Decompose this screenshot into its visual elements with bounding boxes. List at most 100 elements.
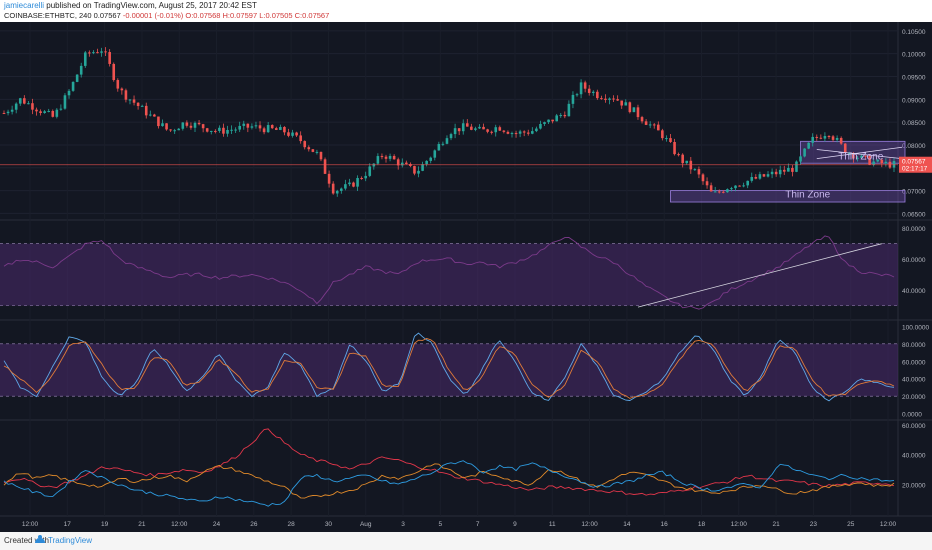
candle-body	[335, 190, 339, 194]
candle-body	[429, 157, 433, 161]
last-price: 0.07567	[93, 11, 121, 20]
candle-body	[579, 82, 583, 95]
candle-body	[433, 150, 437, 158]
created-with-text: Created with	[4, 536, 49, 545]
candle-body	[726, 189, 729, 193]
rsi-band	[0, 243, 898, 306]
candle-body	[360, 178, 363, 180]
triangle-trendline-lower	[816, 146, 903, 160]
candle-body	[189, 125, 193, 128]
candle-body	[124, 90, 128, 100]
candle-body	[852, 152, 855, 159]
candle-body	[701, 174, 705, 182]
time-tick-label: 17	[64, 521, 72, 528]
candle-body	[230, 129, 233, 131]
candle-body	[465, 123, 469, 127]
candle-body	[563, 115, 567, 117]
candle-body	[600, 98, 603, 100]
candle-body	[673, 141, 676, 155]
time-tick-label: 25	[847, 521, 855, 528]
candle-body	[470, 126, 473, 130]
candle-body	[193, 122, 197, 128]
price-tick-label: 0.08500	[902, 120, 926, 127]
candle-body	[681, 154, 684, 164]
price-tick-label: 0.09000	[902, 97, 926, 104]
candle-body	[713, 191, 717, 193]
chart-svg[interactable]: 0.10500 0.10000 0.09500 0.09000 0.08500 0.080…	[0, 22, 932, 532]
candle-body	[722, 191, 725, 193]
candle-body	[254, 125, 258, 127]
candle-body	[55, 109, 59, 117]
candle-body	[352, 182, 355, 187]
candle-body	[83, 52, 87, 66]
candle-body	[640, 117, 644, 122]
price-tick-label: 0.06500	[902, 211, 926, 218]
candle-body	[417, 170, 420, 174]
candle-body	[51, 110, 55, 117]
candle-body	[392, 155, 396, 160]
time-tick-label: 12:00	[581, 521, 598, 528]
time-tick-label: 5	[439, 521, 443, 528]
tradingview-brand[interactable]: TradingView	[48, 536, 93, 545]
candle-body	[35, 109, 38, 112]
time-tick-label: 18	[698, 521, 706, 528]
candle-body	[774, 171, 778, 175]
last-price-tag	[899, 156, 932, 173]
candle-body	[766, 174, 770, 177]
candle-body	[535, 128, 538, 132]
candle-body	[214, 130, 217, 132]
thin-zone-upper	[800, 140, 906, 164]
candle-body	[23, 98, 26, 104]
candle-body	[283, 126, 286, 133]
candle-body	[376, 156, 380, 164]
candle-body	[356, 178, 359, 187]
candle-body	[661, 130, 664, 139]
time-tick-label: 12:00	[171, 521, 188, 528]
last-price-text: 0.07567	[902, 159, 926, 166]
candle-body	[234, 129, 237, 131]
stoch-k-line	[3, 332, 895, 402]
candle-body	[205, 128, 209, 132]
candle-body	[758, 174, 762, 179]
candle-body	[498, 127, 502, 131]
candle-body	[218, 127, 221, 131]
candle-body	[474, 128, 477, 130]
candle-body	[246, 123, 250, 128]
candle-body	[96, 52, 99, 54]
candle-body	[872, 161, 875, 165]
candle-body	[120, 88, 124, 91]
symbol-label: COINBASE:ETHBTC, 240	[4, 11, 92, 20]
candle-body	[791, 167, 794, 172]
indicator-tick-label: 40.0000	[902, 288, 926, 295]
candle-body	[665, 138, 668, 140]
candle-body	[291, 132, 294, 136]
chart-area[interactable]: 0.10500 0.10000 0.09500 0.09000 0.08500 0.080…	[0, 22, 932, 532]
change-value: -0.00001 (-0.01%)	[122, 11, 184, 20]
candle-body	[856, 157, 859, 159]
candle-body	[242, 123, 246, 126]
candle-body	[697, 169, 701, 175]
candle-body	[807, 142, 810, 149]
candle-body	[868, 156, 871, 165]
stoch-d-line	[3, 338, 895, 399]
candle-body	[307, 147, 311, 150]
candle-body	[75, 74, 79, 82]
footer: Created with TradingView	[0, 532, 932, 550]
author-link[interactable]: jamiecarelli	[4, 1, 45, 10]
candle-body	[596, 91, 599, 99]
candle-body	[445, 138, 449, 144]
candle-body	[18, 98, 22, 104]
candle-body	[238, 125, 242, 130]
candle-body	[571, 94, 575, 104]
time-tick-label: 14	[623, 521, 631, 528]
candle-body	[823, 136, 827, 139]
indicator-tick-label: 60.0000	[902, 359, 926, 366]
candle-body	[628, 102, 632, 113]
candle-body	[734, 185, 737, 189]
candle-body	[405, 162, 408, 164]
candle-body	[604, 98, 607, 100]
candle-body	[222, 127, 225, 134]
candle-body	[811, 136, 815, 143]
candle-body	[555, 115, 558, 122]
candle-body	[677, 154, 680, 156]
